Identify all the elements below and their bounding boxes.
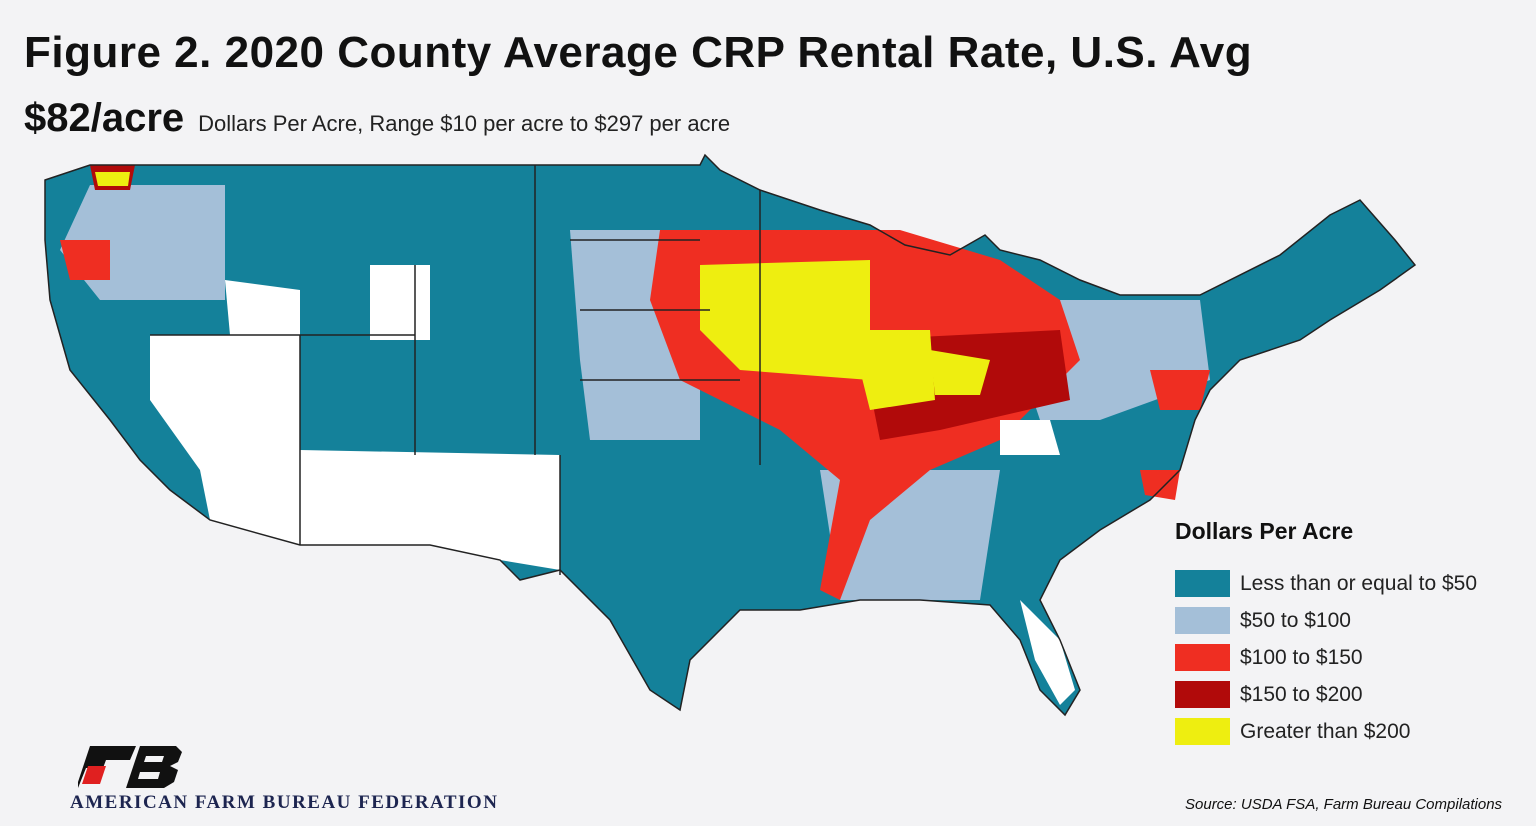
region-florida-nodata bbox=[1020, 600, 1075, 705]
subtitle-description: Dollars Per Acre, Range $10 per acre to … bbox=[198, 111, 731, 136]
region-kentucky-nodata bbox=[1000, 420, 1060, 455]
legend-item: Less than or equal to $50 bbox=[1175, 565, 1477, 602]
region-nevada-nodata bbox=[225, 280, 300, 335]
us-outline bbox=[44, 153, 1417, 717]
legend-label: Greater than $200 bbox=[1240, 719, 1411, 743]
farm-bureau-logo bbox=[78, 746, 182, 788]
legend-swatch bbox=[1175, 644, 1230, 671]
subtitle: $82/acre Dollars Per Acre, Range $10 per … bbox=[24, 96, 730, 141]
region-carolina-red bbox=[1140, 470, 1180, 500]
region-illinois bbox=[850, 330, 935, 410]
legend-item: Greater than $200 bbox=[1175, 713, 1477, 750]
legend-swatch bbox=[1175, 570, 1230, 597]
organization-name: AMERICAN FARM BUREAU FEDERATION bbox=[70, 792, 499, 813]
legend-item: $100 to $150 bbox=[1175, 639, 1477, 676]
region-iowa-minnesota bbox=[700, 260, 870, 380]
region-indiana bbox=[930, 350, 990, 395]
region-wyoming-nodata bbox=[370, 265, 430, 340]
legend-swatch bbox=[1175, 681, 1230, 708]
legend-swatch bbox=[1175, 718, 1230, 745]
legend-label: Less than or equal to $50 bbox=[1240, 571, 1478, 595]
region-washington-yellow bbox=[95, 172, 130, 186]
region-maryland-red bbox=[1150, 370, 1210, 410]
source-note: Source: USDA FSA, Farm Bureau Compilatio… bbox=[1185, 796, 1503, 813]
figure-title: Figure 2. 2020 County Average CRP Rental… bbox=[24, 28, 1253, 77]
region-washington-red bbox=[60, 240, 110, 280]
region-southwest-nodata bbox=[150, 335, 560, 570]
legend-label: $100 to $150 bbox=[1240, 645, 1363, 669]
legend-title: Dollars Per Acre bbox=[1175, 518, 1354, 544]
legend: Dollars Per Acre Less than or equal to $… bbox=[1175, 518, 1477, 750]
legend-item: $150 to $200 bbox=[1175, 676, 1477, 713]
legend-item: $50 to $100 bbox=[1175, 602, 1477, 639]
legend-label: $50 to $100 bbox=[1240, 608, 1351, 632]
legend-swatch bbox=[1175, 607, 1230, 634]
us-average: $82/acre bbox=[24, 96, 185, 140]
legend-label: $150 to $200 bbox=[1240, 682, 1363, 706]
